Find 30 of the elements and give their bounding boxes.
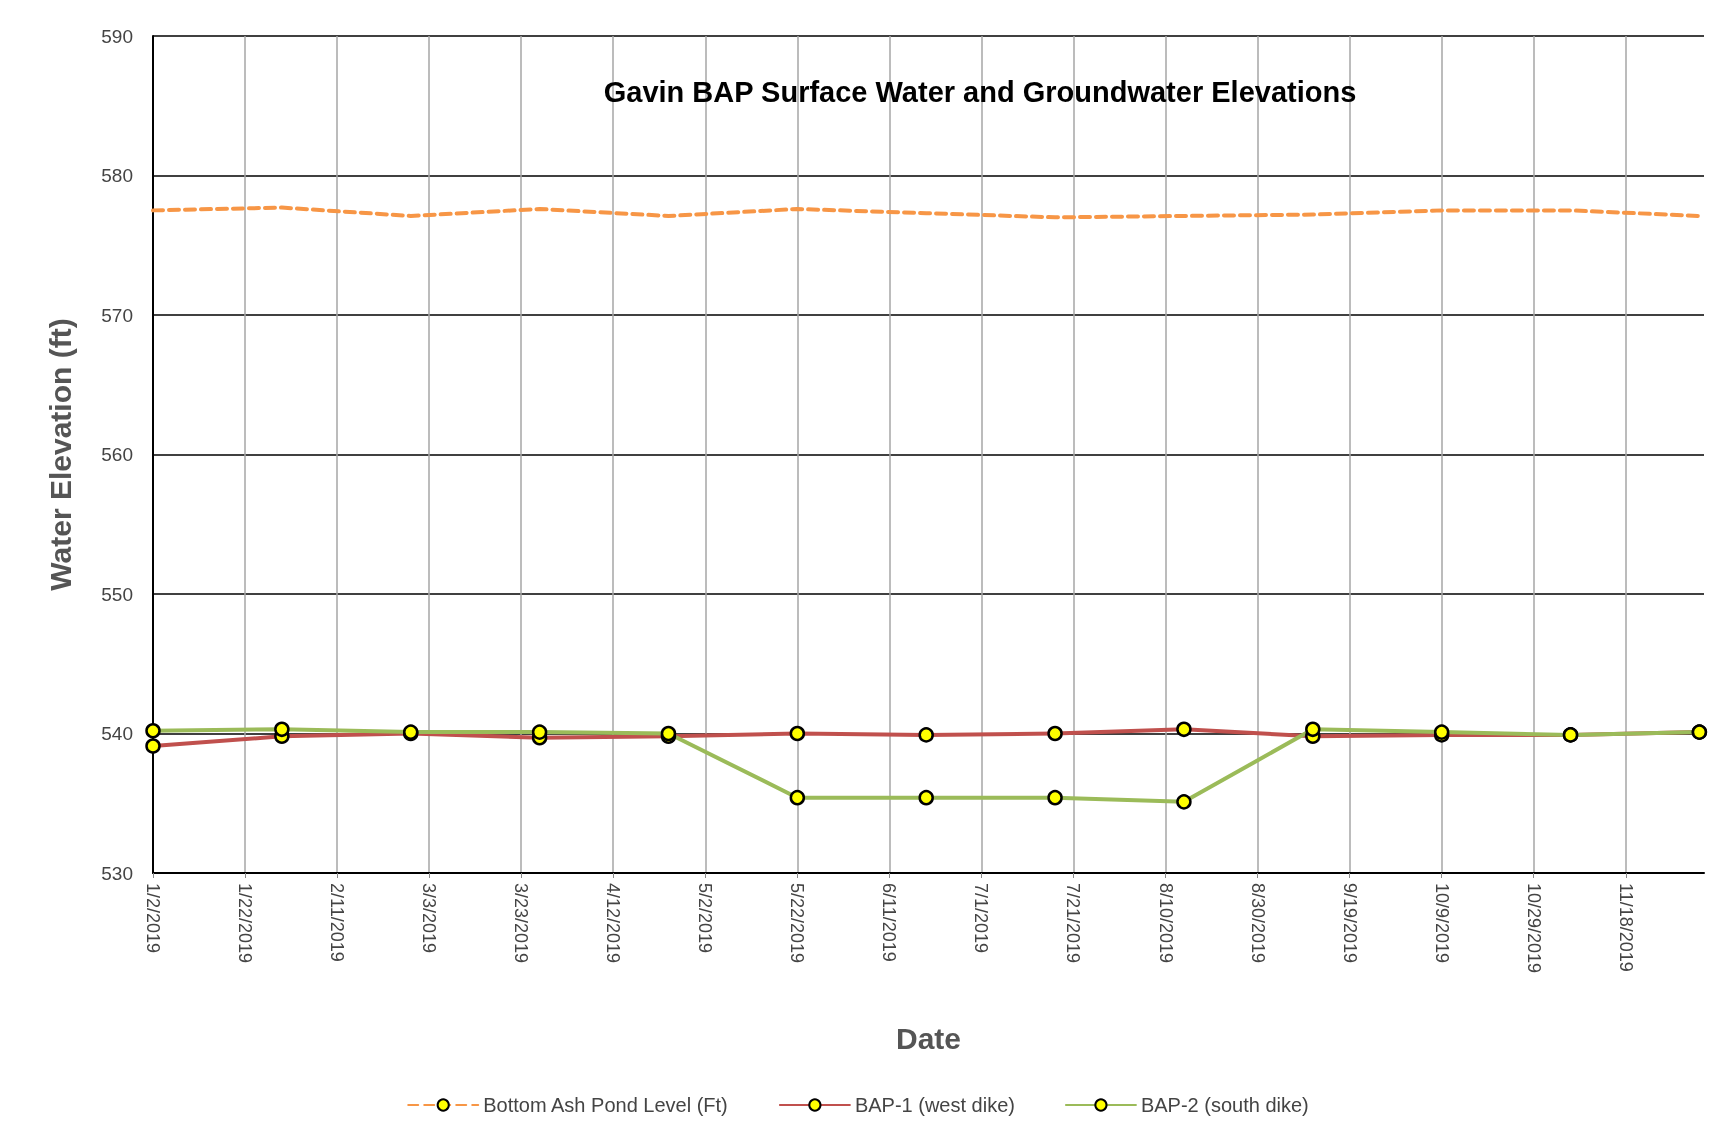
y-tick-label: 560 — [101, 444, 133, 465]
x-tick-label: 1/22/2019 — [235, 883, 256, 964]
y-axis-title: Water Elevation (ft) — [43, 318, 77, 591]
x-tick-label: 11/18/2019 — [1615, 883, 1636, 972]
x-tick-label: 10/29/2019 — [1523, 883, 1544, 974]
x-axis-title: Date — [895, 1021, 962, 1055]
x-tick-label: 7/1/2019 — [971, 883, 992, 954]
x-tick-label: 7/21/2019 — [1063, 883, 1084, 964]
x-tick-label: 5/2/2019 — [695, 883, 716, 954]
x-tick-label: 3/23/2019 — [511, 883, 532, 964]
x-tick-label: 8/30/2019 — [1247, 883, 1268, 964]
text: Gavin BAP Surface Water and Groundwater Elevations — [603, 75, 1357, 108]
x-tick-label: 3/3/2019 — [419, 883, 440, 954]
legend-label: BAP-2 (south dike) — [1140, 1094, 1309, 1116]
y-tick-label: 550 — [101, 583, 133, 605]
x-tick-label: 2/11/2019 — [327, 883, 348, 962]
y-tick-label: 570 — [101, 304, 133, 326]
y-tick-label: 590 — [101, 25, 133, 47]
x-tick-label: 4/12/2019 — [603, 883, 624, 964]
y-tick-label: 580 — [101, 165, 133, 186]
legend-label: BAP-1 (west dike) — [854, 1094, 1015, 1116]
x-tick-label: 5/22/2019 — [787, 883, 808, 964]
x-tick-label: 9/19/2019 — [1339, 883, 1360, 964]
x-tick-label: 8/10/2019 — [1155, 883, 1176, 964]
y-tick-label: 540 — [101, 723, 133, 744]
y-tick-label: 530 — [101, 862, 133, 884]
x-tick-label: 1/2/2019 — [143, 883, 163, 954]
x-tick-label: 10/9/2019 — [1431, 883, 1452, 964]
x-tick-label: 6/11/2019 — [879, 883, 900, 962]
legend-label: Bottom Ash Pond Level (Ft) — [483, 1094, 728, 1116]
